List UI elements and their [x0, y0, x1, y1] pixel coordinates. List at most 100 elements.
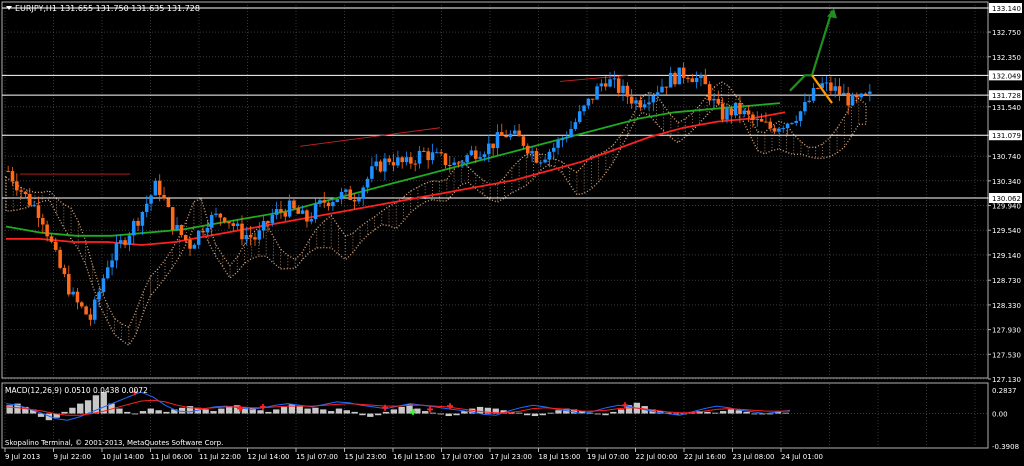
macd-histogram-bar	[77, 403, 84, 414]
macd-histogram-bar	[743, 411, 750, 414]
candle-body	[153, 180, 158, 196]
price-axis[interactable]: 133.140 132.750 132.350 132.049 131.728 131.5…	[988, 3, 1022, 384]
macd-histogram-bar	[398, 406, 405, 414]
candle	[712, 93, 716, 108]
candle-body	[357, 198, 361, 202]
macd-histogram-bar	[414, 408, 421, 414]
candle	[491, 143, 495, 156]
candle-body	[638, 100, 643, 108]
candle	[118, 234, 123, 249]
macd-histogram-bar	[53, 413, 60, 418]
macd-signal-marker	[410, 408, 416, 415]
candle	[270, 208, 275, 227]
macd-axis[interactable]: 0.2837 0.00 -0.3908	[992, 387, 1019, 451]
candle	[127, 231, 132, 252]
candle	[868, 84, 872, 102]
macd-panel[interactable]: 0.2837 0.00 -0.3908 MACD(12,26,9) 0.0510 0…	[1, 382, 1019, 451]
candle	[850, 92, 855, 107]
main-price-panel[interactable]: 133.140 132.750 132.350 132.049 131.728 131.5…	[1, 1, 1022, 384]
time-tick-label: 22 Jul 16:00	[684, 453, 726, 461]
candle	[478, 151, 482, 160]
macd-histogram-bar	[516, 412, 523, 414]
candle-body	[214, 213, 218, 215]
candle	[725, 105, 729, 124]
candle-body	[837, 86, 842, 95]
candle	[621, 79, 625, 102]
candle-body	[439, 152, 443, 154]
candle-body	[409, 157, 413, 164]
candle-body	[170, 207, 175, 230]
candle	[157, 174, 162, 202]
candle-body	[383, 158, 387, 172]
candle	[677, 67, 682, 85]
candle-body	[49, 236, 54, 242]
projection-arrows[interactable]	[789, 8, 837, 104]
candle-body	[240, 223, 244, 240]
trend-line[interactable]	[559, 74, 629, 82]
candle	[62, 264, 67, 278]
time-tick-label: 23 Jul 08:00	[733, 453, 775, 461]
chart-dropdown-icon[interactable]	[6, 6, 12, 10]
bearish-projection-arrow[interactable]	[811, 74, 833, 104]
candle-body	[374, 161, 378, 167]
candle-body	[742, 110, 747, 115]
candle-body	[257, 230, 262, 240]
candle-body	[218, 213, 223, 218]
candle-body	[842, 92, 846, 95]
candle	[564, 131, 569, 143]
candle	[10, 167, 15, 187]
candle	[162, 186, 166, 201]
candle	[629, 89, 634, 109]
candle-body	[188, 239, 192, 249]
candle	[729, 105, 734, 124]
horizontal-levels[interactable]	[2, 7, 988, 199]
time-tick-label: 15 Jul 23:00	[345, 453, 387, 461]
candle	[218, 212, 223, 226]
candle-body	[508, 133, 513, 138]
macd-histogram-bar	[618, 409, 625, 414]
candle	[625, 82, 630, 104]
candle-body	[690, 78, 695, 83]
macd-tick-label: 0.00	[992, 411, 1008, 419]
candle	[803, 93, 807, 116]
price-tick-label: 132.350	[992, 54, 1021, 62]
macd-histogram-bar	[171, 409, 178, 414]
candle-body	[781, 128, 785, 130]
candle	[759, 113, 764, 122]
candle	[123, 237, 127, 249]
candle	[54, 237, 58, 253]
candle	[222, 216, 227, 224]
trend-line[interactable]	[299, 127, 441, 147]
macd-histogram-bar	[288, 404, 296, 414]
candle-body	[850, 95, 855, 106]
macd-histogram-bar	[84, 400, 92, 414]
macd-histogram-bar	[367, 413, 374, 417]
candle-body	[352, 199, 357, 202]
candle	[517, 123, 521, 137]
candle	[785, 122, 790, 135]
candle	[465, 153, 469, 168]
candle	[738, 95, 742, 124]
candle	[603, 76, 608, 91]
candle	[508, 130, 513, 140]
candle	[261, 215, 266, 239]
candle-body	[807, 100, 811, 103]
bullish-projection-arrow[interactable]	[789, 10, 834, 92]
candle	[781, 125, 785, 134]
macd-histogram-bar	[343, 410, 350, 414]
macd-histogram-bar	[665, 412, 672, 414]
price-tick-label: 129.140	[992, 252, 1021, 260]
candle-body	[681, 67, 686, 78]
candle	[694, 71, 699, 89]
candle-body	[101, 278, 106, 293]
candle	[829, 76, 833, 97]
price-tick-label: 127.930	[992, 327, 1021, 335]
candle-body	[794, 120, 798, 123]
candle	[443, 152, 448, 169]
time-axis[interactable]: 9 Jul 2013 9 Jul 22:00 10 Jul 14:00 11 Jul …	[4, 448, 823, 461]
candle-body	[157, 180, 162, 195]
trend-lines[interactable]	[20, 74, 629, 175]
price-level-tag	[989, 90, 1022, 101]
candle	[551, 143, 556, 161]
